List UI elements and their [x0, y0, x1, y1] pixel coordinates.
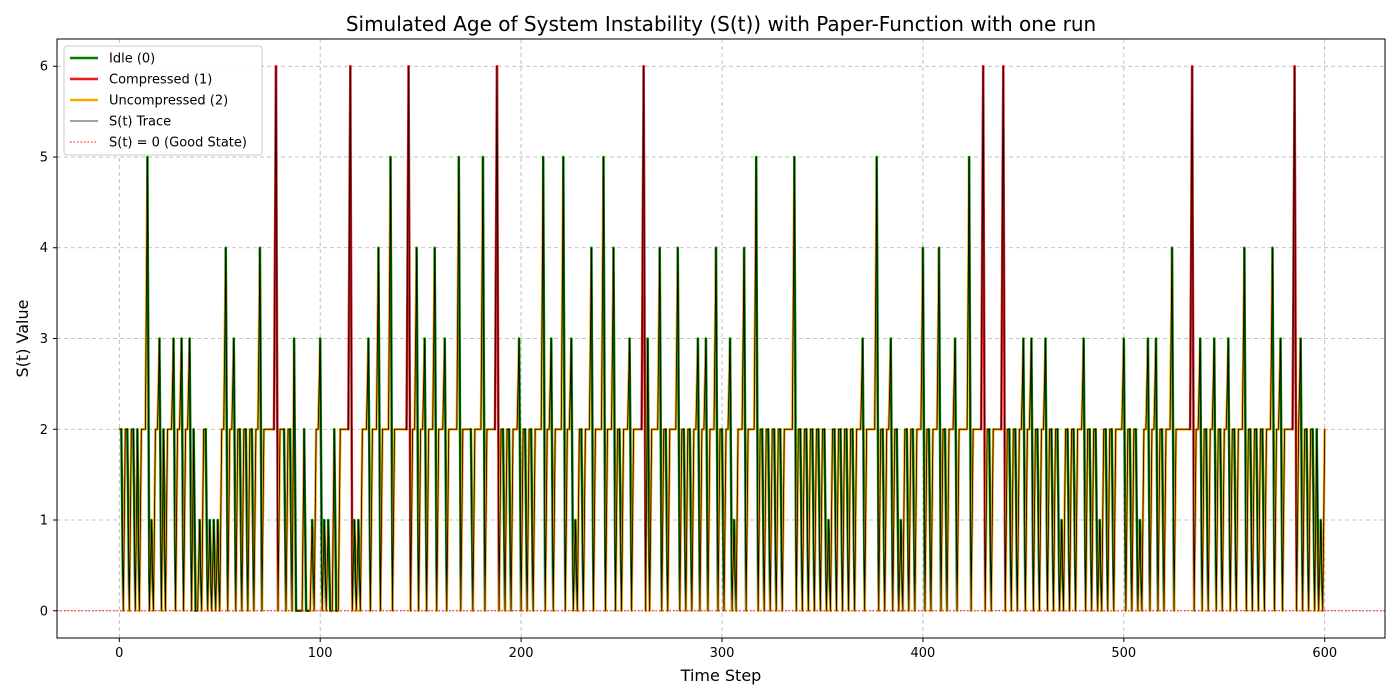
x-tick-label: 600 [1312, 646, 1337, 661]
y-tick-label: 1 [40, 514, 48, 529]
legend-label: Idle (0) [109, 52, 155, 67]
legend-label: S(t) Trace [109, 115, 171, 130]
trace-layer [118, 64, 1326, 613]
y-tick-label: 5 [40, 150, 48, 165]
x-tick-label: 500 [1111, 646, 1136, 661]
legend-box [63, 45, 263, 156]
legend: Idle (0) Compressed (1) Uncompressed (2) S(… [63, 45, 263, 156]
legend-label: Compressed (1) [109, 73, 212, 88]
x-tick-label: 100 [308, 646, 333, 661]
y-axis-ticks: 0 1 2 3 4 5 6 [40, 60, 57, 619]
x-tick-label: 0 [115, 646, 123, 661]
y-tick-label: 4 [40, 241, 48, 256]
x-tick-label: 400 [910, 646, 935, 661]
legend-label: S(t) = 0 (Good State) [109, 136, 247, 151]
chart-title: Simulated Age of System Instability (S(t… [346, 12, 1096, 36]
x-tick-label: 200 [509, 646, 534, 661]
plot-area [56, 38, 1386, 639]
y-axis-label: S(t) Value [13, 300, 32, 378]
y-tick-label: 0 [40, 604, 48, 619]
y-tick-label: 6 [40, 60, 48, 75]
x-tick-label: 300 [710, 646, 735, 661]
st-trace-line [119, 66, 1326, 612]
y-tick-label: 3 [40, 332, 48, 347]
x-axis-ticks: 0 100 200 300 400 500 600 [115, 638, 1337, 661]
y-tick-label: 2 [40, 423, 48, 438]
x-axis-label: Time Step [680, 666, 762, 685]
legend-label: Uncompressed (2) [109, 94, 228, 109]
